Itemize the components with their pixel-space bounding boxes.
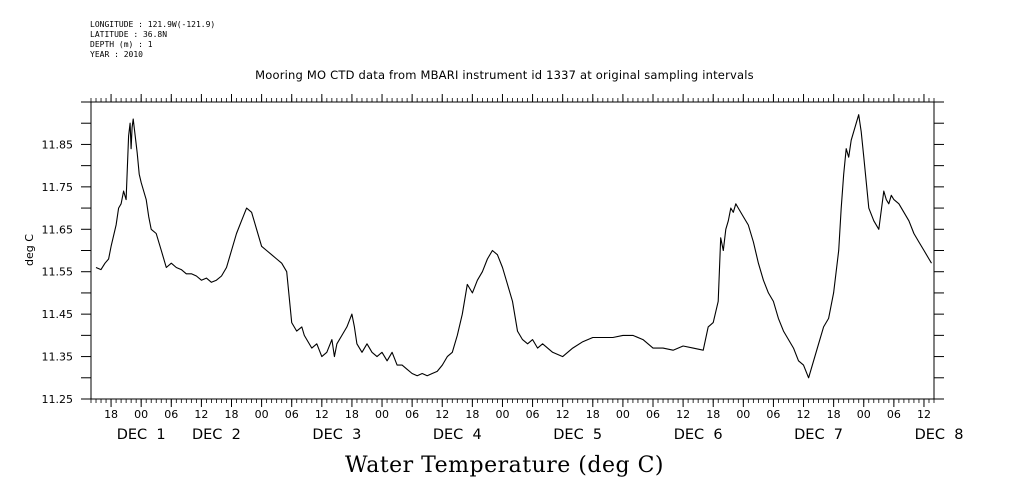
x-day-label: DEC 1 [117, 427, 166, 443]
x-tick-label: 18 [586, 408, 600, 421]
x-tick-label: 06 [526, 408, 540, 421]
bottom-title: Water Temperature (deg C) [345, 453, 664, 478]
plot-frame [90, 101, 935, 400]
series-line [95, 114, 932, 379]
x-day-label: DEC 5 [553, 427, 602, 443]
x-tick-label: 06 [405, 408, 419, 421]
y-tick-label: 11.75 [42, 181, 74, 194]
x-tick-label: 12 [917, 408, 931, 421]
x-tick-label: 18 [345, 408, 359, 421]
x-day-label: DEC 8 [915, 427, 964, 443]
minor-ticks [90, 98, 935, 403]
x-tick-label: 00 [857, 408, 871, 421]
y-axis-ticks: 11.25 11.35 11.45 11.55 11.65 11.75 11.85 [42, 101, 944, 406]
metadata-latitude: LATITUDE : 36.8N [90, 30, 168, 39]
chart-title: Mooring MO CTD data from MBARI instrumen… [255, 68, 754, 82]
x-tick-label: 00 [255, 408, 269, 421]
x-tick-label: 12 [435, 408, 449, 421]
x-day-label: DEC 3 [312, 427, 361, 443]
x-day-label: DEC 7 [794, 427, 843, 443]
x-day-label: DEC 6 [674, 427, 723, 443]
x-tick-label: 18 [225, 408, 239, 421]
y-tick-label: 11.55 [42, 266, 74, 279]
x-tick-label: 06 [285, 408, 299, 421]
x-tick-label: 18 [465, 408, 479, 421]
x-tick-label: 06 [887, 408, 901, 421]
x-day-label: DEC 2 [192, 427, 241, 443]
x-tick-label: 12 [556, 408, 570, 421]
metadata-year: YEAR : 2010 [90, 50, 143, 59]
y-tick-label: 11.45 [42, 308, 74, 321]
y-axis-label: deg C [23, 234, 36, 266]
x-tick-label: 12 [194, 408, 208, 421]
metadata-block: LONGITUDE : 121.9W(-121.9) LATITUDE : 36… [90, 20, 215, 60]
x-axis-ticks: 18 00 06 12 18 00 06 12 18 00 06 12 18 00 06 12 18 00 06 12… [104, 94, 963, 443]
x-tick-label: 12 [676, 408, 690, 421]
x-tick-label: 12 [797, 408, 811, 421]
metadata-longitude: LONGITUDE : 121.9W(-121.9) [90, 20, 216, 29]
x-tick-label: 06 [164, 408, 178, 421]
y-tick-label: 11.65 [42, 223, 74, 236]
x-tick-label: 18 [827, 408, 841, 421]
y-tick-label: 11.85 [42, 138, 74, 151]
x-tick-label: 06 [766, 408, 780, 421]
x-day-label: DEC 4 [433, 427, 482, 443]
y-tick-label: 11.35 [42, 351, 74, 364]
x-tick-label: 12 [315, 408, 329, 421]
x-tick-label: 18 [706, 408, 720, 421]
x-tick-label: 18 [104, 408, 118, 421]
metadata-depth: DEPTH (m) : 1 [90, 40, 153, 49]
series-group [95, 114, 932, 379]
x-tick-label: 00 [616, 408, 630, 421]
x-tick-label: 06 [646, 408, 660, 421]
x-tick-label: 00 [495, 408, 509, 421]
x-tick-label: 00 [375, 408, 389, 421]
x-tick-label: 00 [736, 408, 750, 421]
y-tick-label: 11.25 [42, 393, 74, 406]
x-tick-label: 00 [134, 408, 148, 421]
